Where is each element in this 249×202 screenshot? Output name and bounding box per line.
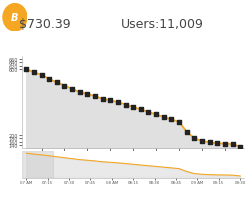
Bar — [22, 152, 53, 178]
Circle shape — [3, 5, 27, 32]
Point — [185, 130, 189, 134]
Point — [192, 137, 196, 140]
Text: $730.39: $730.39 — [19, 18, 71, 31]
Point — [223, 142, 227, 146]
Point — [162, 116, 166, 119]
Point — [24, 68, 28, 71]
Point — [93, 95, 97, 98]
Point — [47, 78, 51, 81]
Point — [40, 74, 44, 77]
Point — [55, 81, 59, 84]
Point — [70, 88, 74, 91]
Point — [177, 121, 181, 124]
Point — [169, 118, 173, 121]
Point — [215, 142, 219, 145]
Point — [139, 108, 143, 112]
Point — [124, 103, 127, 107]
Text: Users:11,009: Users:11,009 — [121, 18, 203, 31]
Point — [231, 143, 235, 146]
Text: B: B — [11, 13, 19, 23]
Point — [208, 141, 212, 144]
Point — [200, 140, 204, 143]
Point — [101, 98, 105, 101]
Point — [78, 91, 82, 94]
Point — [154, 113, 158, 117]
Point — [62, 84, 66, 88]
Point — [238, 145, 242, 148]
Point — [116, 101, 120, 104]
Point — [108, 99, 112, 103]
Point — [146, 111, 150, 114]
Point — [85, 93, 89, 96]
Point — [131, 106, 135, 109]
Point — [32, 71, 36, 75]
